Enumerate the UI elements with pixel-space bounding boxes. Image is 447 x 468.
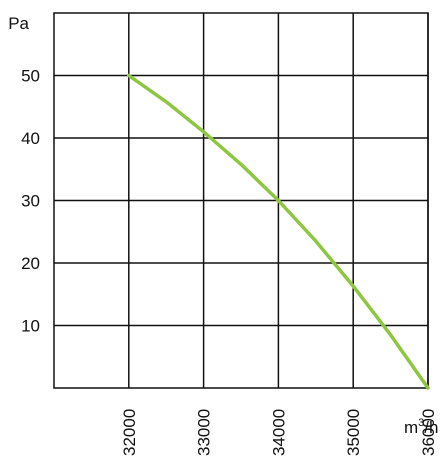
x-tick-label: 32000 xyxy=(120,409,139,456)
y-tick-label: 50 xyxy=(21,67,40,86)
y-tick-label: 20 xyxy=(21,254,40,273)
x-tick-label: 36000 xyxy=(419,409,438,456)
y-tick-label: 30 xyxy=(21,192,40,211)
x-axis-label: m3/h xyxy=(404,417,438,437)
series-line-0 xyxy=(127,73,430,390)
x-tick-labels: 32000 33000 34000 35000 36000 xyxy=(120,409,438,456)
x-tick-label: 34000 xyxy=(269,409,288,456)
x-axis-label-base: m xyxy=(404,418,418,437)
y-tick-labels: 10 20 30 40 50 xyxy=(21,67,40,336)
grid xyxy=(54,13,429,388)
x-axis-label-tail: /h xyxy=(424,418,438,437)
plot-frame xyxy=(53,12,429,389)
y-axis-label: Pa xyxy=(8,14,29,33)
x-axis-label-sup: 3 xyxy=(418,417,424,429)
x-tick-label: 35000 xyxy=(344,409,363,456)
series-layer xyxy=(127,73,430,390)
x-tick-label: 33000 xyxy=(195,409,214,456)
y-tick-label: 40 xyxy=(21,129,40,148)
y-tick-label: 10 xyxy=(21,317,40,336)
